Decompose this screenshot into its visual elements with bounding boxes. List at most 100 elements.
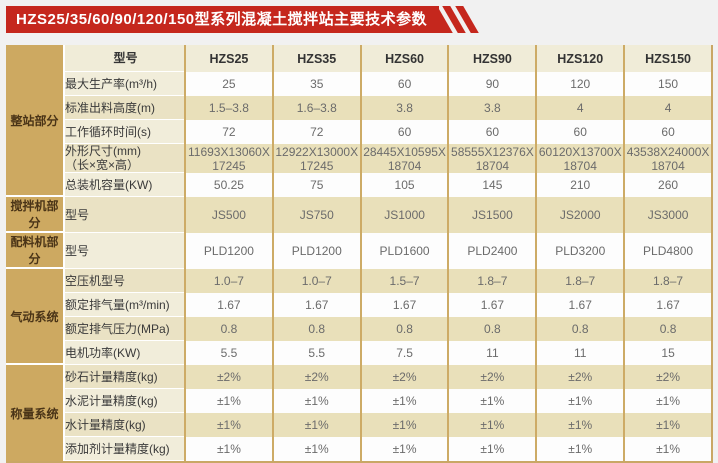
value-cell: 1.0–7 [184,269,272,293]
value-cell: ±2% [623,365,711,389]
value-cell: 1.5–3.8 [184,96,272,120]
row-label: 型号 [63,233,184,269]
value-cell: 0.8 [535,317,624,341]
value-cell: 1.67 [623,293,711,317]
value-cell: 0.8 [184,317,272,341]
value-cell: 1.67 [271,293,360,317]
value-cell: 1.8–7 [535,269,624,293]
row-label: 水计量精度(kg) [63,413,184,437]
value-cell: 1.5–7 [359,269,448,293]
row-label-line2: （长×宽×高） [65,158,140,172]
value-cell: 150 [623,72,711,96]
group-cell-mixer: 搅拌机部分 [6,197,63,233]
value-cell: ±1% [623,437,711,461]
value-cell: ±1% [359,413,448,437]
row-label: 水泥计量精度(kg) [63,389,184,413]
table-row: 配料机部分 型号 PLD1200 PLD1200 PLD1600 PLD2400 PLD32… [6,233,711,269]
row-label: 标准出料高度(m) [63,96,184,120]
table-row: 工作循环时间(s) 72 72 60 60 60 60 [6,120,711,144]
header-model: HZS60 [359,45,448,72]
value-cell: JS500 [184,197,272,233]
table-body: 整站部分 型号 HZS25 HZS35 HZS60 HZS90 HZS120 H… [6,45,711,461]
table-row: 水泥计量精度(kg) ±1% ±1% ±1% ±1% ±1% ±1% [6,389,711,413]
header-row: 整站部分 型号 HZS25 HZS35 HZS60 HZS90 HZS120 H… [6,45,711,197]
row-label-line1: 外形尺寸(mm) [65,144,141,158]
value-cell: 3.8 [447,96,536,120]
row-label: 外形尺寸(mm) （长×宽×高） [63,144,184,173]
value-cell: 1.0–7 [271,269,360,293]
table-row: 气动系统 空压机型号 1.0–7 1.0–7 1.5–7 1.8–7 1.8–7 1.8–7 [6,269,711,365]
spec-table: 整站部分 型号 HZS25 HZS35 HZS60 HZS90 HZS120 H… [6,45,713,463]
table-row: 电机功率(KW) 5.5 5.5 7.5 11 11 15 [6,341,711,365]
value-cell: 60 [623,120,711,144]
value-cell: ±2% [447,365,536,389]
value-cell: 260 [623,173,711,197]
value-cell: 12922X13000X17245 [271,144,360,173]
value-cell: ±1% [535,389,624,413]
header-model: HZS150 [623,45,711,72]
table-row: 水计量精度(kg) ±1% ±1% ±1% ±1% ±1% ±1% [6,413,711,437]
value-cell: 120 [535,72,624,96]
row-label: 额定排气压力(MPa) [63,317,184,341]
value-cell: 72 [271,120,360,144]
header-model-label: 型号 [63,45,184,72]
value-cell: ±1% [447,389,536,413]
value-cell: PLD1200 [184,233,272,269]
value-cell: PLD4800 [623,233,711,269]
value-cell: ±2% [271,365,360,389]
value-cell: JS3000 [623,197,711,233]
value-cell: 7.5 [359,341,448,365]
value-cell: PLD2400 [447,233,536,269]
value-cell: 1.67 [447,293,536,317]
value-cell: 1.67 [359,293,448,317]
value-cell: 28445X10595X18704 [359,144,448,173]
value-cell: 1.67 [184,293,272,317]
value-cell: ±1% [184,413,272,437]
value-cell: ±2% [535,365,624,389]
value-cell: 1.67 [535,293,624,317]
value-cell: 0.8 [359,317,448,341]
value-cell: 25 [184,72,272,96]
value-cell: 60 [359,72,448,96]
value-cell: 5.5 [184,341,272,365]
table-row: 称量系统 砂石计量精度(kg) ±2% ±2% ±2% ±2% ±2% ±2% [6,365,711,461]
group-cell-weighing: 称量系统 [6,365,63,461]
page-background: HZS25/35/60/90/120/150型系列混凝土搅拌站主要技术参数 整站… [6,6,713,463]
row-label: 添加剂计量精度(kg) [63,437,184,461]
row-label: 最大生产率(m³/h) [63,72,184,96]
value-cell: 60 [359,120,448,144]
group-cell-batcher: 配料机部分 [6,233,63,269]
table-row: 添加剂计量精度(kg) ±1% ±1% ±1% ±1% ±1% ±1% [6,437,711,461]
value-cell: ±1% [359,389,448,413]
value-cell: 11 [535,341,624,365]
value-cell: 1.8–7 [623,269,711,293]
value-cell: 60120X13700X18704 [535,144,624,173]
value-cell: ±2% [359,365,448,389]
value-cell: ±1% [184,389,272,413]
value-cell: ±1% [535,413,624,437]
value-cell: PLD1600 [359,233,448,269]
header-model: HZS35 [271,45,360,72]
value-cell: ±1% [271,437,360,461]
value-cell: ±1% [623,389,711,413]
value-cell: ±1% [359,437,448,461]
value-cell: ±1% [271,413,360,437]
row-label: 空压机型号 [63,269,184,293]
value-cell: PLD3200 [535,233,624,269]
table-row: 标准出料高度(m) 1.5–3.8 1.6–3.8 3.8 3.8 4 4 [6,96,711,120]
row-label: 砂石计量精度(kg) [63,365,184,389]
value-cell: JS1000 [359,197,448,233]
value-cell: 0.8 [271,317,360,341]
value-cell: ±1% [535,437,624,461]
table-row: 额定排气量(m³/min) 1.67 1.67 1.67 1.67 1.67 1.67 [6,293,711,317]
table-row: 额定排气压力(MPa) 0.8 0.8 0.8 0.8 0.8 0.8 [6,317,711,341]
table-row: 外形尺寸(mm) （长×宽×高） 11693X13060X17245 12922X13… [6,144,711,173]
header-model: HZS90 [447,45,536,72]
value-cell: ±1% [447,413,536,437]
value-cell: ±2% [184,365,272,389]
table-row: 搅拌机部分 型号 JS500 JS750 JS1000 JS1500 JS2000 JS300… [6,197,711,233]
value-cell: 72 [184,120,272,144]
value-cell: 43538X24000X18704 [623,144,711,173]
table-row: 最大生产率(m³/h) 25 35 60 90 120 150 [6,72,711,96]
row-label: 型号 [63,197,184,233]
